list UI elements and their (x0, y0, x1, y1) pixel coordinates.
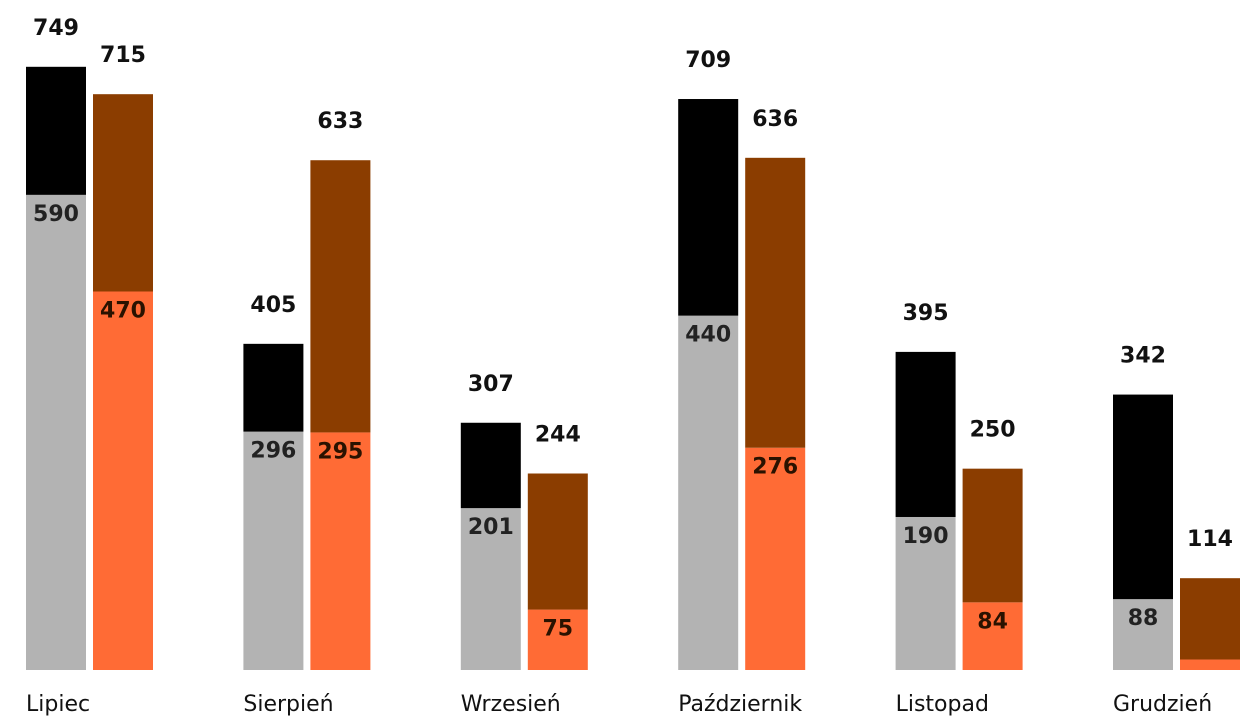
total-label: 244 (535, 422, 581, 447)
bar-segment (962, 602, 1023, 670)
segment-label: 276 (752, 455, 798, 480)
segment-label: 75 (542, 617, 573, 642)
bar-segment (93, 94, 153, 292)
segment-label: 295 (317, 439, 363, 464)
bar-segment (243, 431, 304, 670)
segment-label: 296 (250, 439, 296, 464)
segment-label: 84 (977, 609, 1008, 634)
bar-segment (962, 468, 1023, 603)
bar-segment (243, 343, 304, 432)
bar-segment (460, 508, 521, 670)
segment-label: 440 (685, 323, 731, 348)
total-label: 636 (752, 107, 798, 132)
total-label: 114 (1187, 527, 1233, 552)
bar-segment (527, 609, 588, 670)
total-label: 633 (317, 109, 363, 134)
bar-segment (310, 432, 371, 670)
segment-label: 88 (1128, 606, 1159, 631)
bar-segment (1113, 394, 1173, 600)
total-label: 250 (970, 418, 1016, 443)
total-label: 307 (468, 372, 514, 397)
segment-label: 590 (33, 202, 79, 227)
bar-segment (1180, 578, 1240, 660)
total-label: 405 (250, 293, 296, 318)
bar-segment (678, 99, 739, 316)
total-label: 749 (33, 16, 79, 41)
bar-segment (1180, 659, 1240, 670)
bar-segment (460, 422, 521, 509)
total-label: 715 (100, 43, 146, 68)
segment-label: 201 (468, 515, 514, 540)
bar-segment (678, 315, 739, 670)
category-label: Listopad (896, 692, 989, 717)
category-label: Sierpień (243, 692, 333, 717)
bar-segment (26, 194, 86, 670)
category-label: Październik (678, 692, 802, 717)
bar-segment (745, 447, 806, 670)
bar-segment (26, 66, 86, 195)
segment-label: 190 (903, 524, 949, 549)
bar-segment (895, 516, 956, 670)
segment-label: 470 (100, 298, 146, 323)
bar-segment (93, 291, 153, 670)
category-label: Lipiec (26, 692, 90, 717)
total-label: 709 (685, 48, 731, 73)
category-label: Grudzień (1113, 692, 1212, 717)
total-label: 342 (1120, 344, 1166, 369)
bar-segment (745, 157, 806, 448)
category-label: Wrzesień (461, 692, 561, 717)
bar-segment (310, 160, 371, 433)
bar-segment (527, 473, 588, 610)
total-label: 395 (903, 301, 949, 326)
bar-segment (895, 351, 956, 517)
bar-segment (1113, 599, 1173, 670)
